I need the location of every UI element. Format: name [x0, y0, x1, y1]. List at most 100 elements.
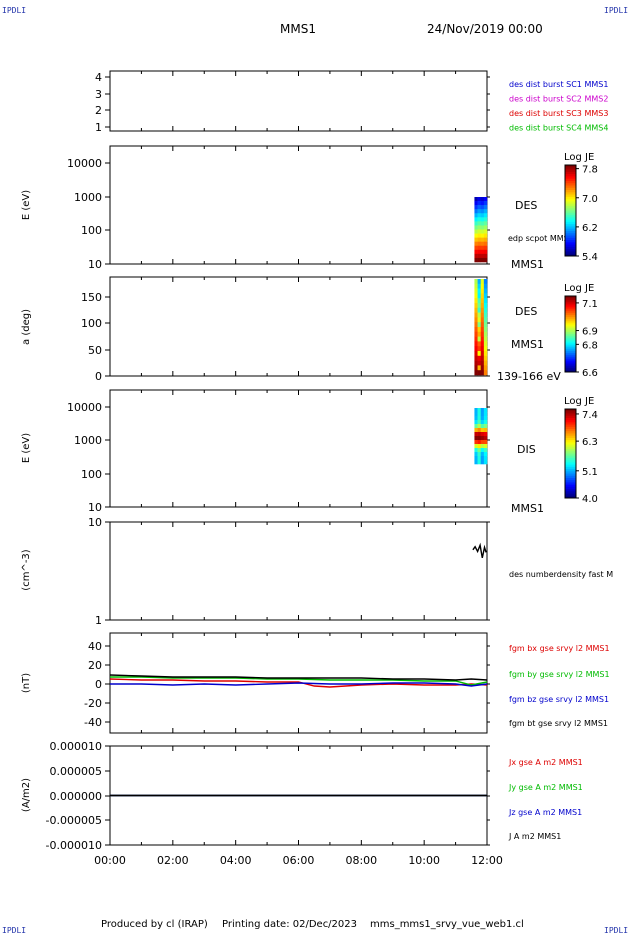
panel-6-series-line [109, 674, 488, 681]
panel-2-colorbar-segment [565, 246, 576, 250]
panel-2-spectrogram-cell [474, 197, 478, 202]
panel-2-spectrogram-cell [480, 241, 485, 247]
panel-4-colorbar-segment [565, 464, 576, 468]
panel-3-colorbar-segment [565, 364, 576, 367]
panel-2-colorbar-segment [565, 196, 576, 200]
panel-3-spectrogram-cell [483, 283, 488, 289]
panel-3-colorbar-segment [565, 305, 576, 308]
panel-3-spectrogram-cell [483, 279, 488, 285]
panel-4-colorbar-segment [565, 493, 576, 497]
panel-4-colorbar-segment [565, 417, 576, 421]
panel-2-spectrogram-cell [477, 253, 482, 259]
panel-7-ytick-label: 0.000000 [50, 790, 103, 803]
panel-3-spectrogram-cell [477, 279, 482, 285]
panel-3-spectrogram-cell [477, 293, 482, 299]
corner-label-top-right: IPDLI [604, 6, 629, 15]
panel-3-ytick-label: 0 [95, 370, 102, 383]
panel-3-spectrogram-cell [477, 303, 482, 309]
panel-2-spectrogram-cell [474, 245, 478, 251]
panel-3-spectrogram-cell [474, 346, 478, 352]
panel-3-colorbar-segment [565, 318, 576, 322]
panel-3-spectrogram-cell [483, 293, 488, 299]
panel-2-colorbar-segment [565, 194, 576, 198]
panel-2-spectrogram-cell [477, 205, 482, 210]
panel-4-colorbar-segment [565, 426, 576, 430]
panel-7-series-label: J A m2 MMS1 [508, 832, 561, 841]
panel-3-colorbar-segment [565, 297, 576, 301]
panel-4-spectrogram-cell [483, 420, 488, 425]
panel-4-spectrogram-cell [483, 444, 488, 449]
panel-2-spectrogram-cell [474, 205, 478, 210]
panel-2-spectrogram-cell [477, 257, 482, 263]
panel-4-spectrogram-cell [480, 452, 485, 457]
panel-2-spectrogram-cell [483, 201, 488, 206]
panel-3-spectrogram-cell [480, 307, 485, 313]
panel-2-ylabel: E (eV) [21, 190, 32, 220]
panel-3-ytick-label: 100 [81, 317, 102, 330]
panel-3-spectrogram-cell [474, 327, 478, 333]
panel-6-series-label: fgm bz gse srvy l2 MMS1 [509, 695, 609, 704]
panel-5-frame [109, 521, 488, 621]
panel-3-colorbar-segment [565, 316, 576, 320]
footer-filename: mms_mms1_srvy_vue_web1.cl [370, 919, 524, 930]
panel-3-colorbar-segment [565, 334, 576, 337]
panel-4-spectrogram-cell [477, 436, 482, 441]
panel-2-spectrogram-cell [474, 201, 478, 206]
panel-4-spectrogram-cell [474, 432, 478, 437]
panel-2-colorbar-tick-label: 5.4 [582, 252, 598, 263]
panel-2-spectrogram-cell [480, 249, 485, 255]
panel-4-spectrogram-cell [483, 452, 488, 457]
panel-6-ytick-label: -40 [84, 716, 102, 729]
panel-3-spectrogram-cell [477, 331, 482, 337]
panel-3-spectrogram-cell [483, 288, 488, 294]
panel-3-colorbar-segment [565, 366, 576, 369]
panel-3-colorbar-frame [564, 295, 577, 373]
panel-3-side-label: 139-166 eV [497, 370, 561, 383]
panel-3-colorbar-segment [565, 307, 576, 310]
panel-2-spectrogram-cell [474, 209, 478, 214]
panel-4-colorbar-segment [565, 442, 576, 445]
panel-3-spectrogram-cell [480, 327, 485, 333]
panel-2-colorbar-segment [565, 192, 576, 195]
panel-4-colorbar-segment [565, 422, 576, 425]
panel-3-spectrogram-cell [477, 312, 482, 318]
panel-3-spectrogram-cell [483, 355, 488, 361]
panel-2-spectrogram-cell [480, 253, 485, 259]
panel-3-spectrogram-cell [477, 341, 482, 347]
panel-2-spectrogram-cell [477, 229, 482, 234]
panel-2-spectrogram-cell [483, 233, 488, 238]
panel-2-spectrogram-cell [474, 237, 478, 242]
panel-1-frame [109, 70, 488, 132]
panel-3-colorbar-tick-label: 6.8 [582, 340, 598, 351]
panel-3-spectrogram-cell [477, 351, 482, 357]
panel-2-spectrogram-cell [474, 253, 478, 259]
panel-3-spectrogram-cell [480, 293, 485, 299]
panel-2-spectrogram-cell [480, 245, 485, 251]
panel-3-colorbar-tick-label: 7.1 [582, 299, 598, 310]
panel-2-spectrogram-cell [480, 229, 485, 234]
panel-4-colorbar-segment [565, 415, 576, 419]
panel-2-spectrogram-cell [474, 233, 478, 238]
panel-2-colorbar-segment [565, 208, 576, 211]
panel-4-spectrogram-cell [477, 432, 482, 437]
panel-4-spectrogram-cell [477, 424, 482, 429]
panel-2-colorbar-segment [565, 171, 576, 175]
panel-2-spectrogram-cell [477, 221, 482, 226]
panel-4-spectrogram-cell [474, 424, 478, 429]
panel-3-colorbar-segment [565, 343, 576, 346]
panel-3-frame [109, 276, 488, 377]
panel-4-colorbar-segment [565, 484, 576, 488]
panel-3-colorbar-segment [565, 358, 576, 361]
panel-4-spectrogram-cell [477, 452, 482, 457]
footer-printing-date: Printing date: 02/Dec/2023 [222, 919, 358, 930]
panel-7-ylabel: (A/m2) [21, 778, 32, 812]
panel-3-colorbar-segment [565, 360, 576, 363]
panel-2-side-label: edp scpot MMS1 [508, 234, 574, 243]
panel-4-colorbar-segment [565, 420, 576, 423]
panel-4-spectrogram-cell [477, 420, 482, 425]
panel-2-colorbar-segment [565, 210, 576, 214]
panel-4-spectrogram-cell [474, 412, 478, 417]
panel-6-ytick-label: 0 [95, 678, 102, 691]
panel-2-spectrogram-cell [477, 213, 482, 218]
panel-2-colorbar-title: Log JE [564, 152, 594, 163]
